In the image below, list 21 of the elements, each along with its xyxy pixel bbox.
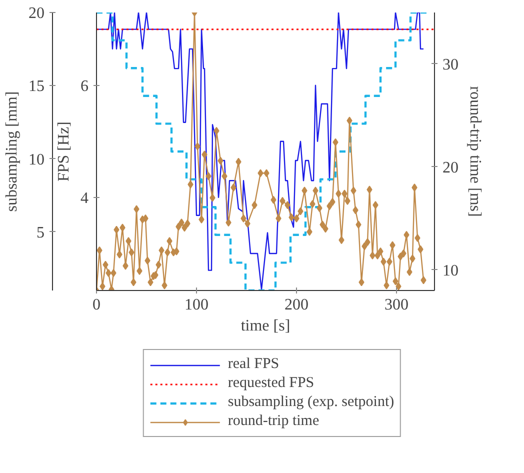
- y2-tick-label: 10: [442, 262, 458, 280]
- y3-tick-label: 15: [28, 78, 44, 96]
- y-tick-label: 4: [80, 190, 88, 207]
- legend-label: real FPS: [228, 356, 280, 373]
- legend-label: requested FPS: [228, 375, 314, 392]
- y2-axis-title: round-trip time [ms]: [466, 86, 484, 217]
- y3-tick-label: 20: [28, 5, 44, 22]
- x-tick-label: 200: [284, 296, 308, 314]
- x-tick-label: 300: [384, 296, 408, 314]
- x-tick-label: 0: [92, 296, 100, 314]
- x-axis-title: time [s]: [240, 318, 290, 334]
- y-axis-title: FPS [Hz]: [56, 121, 72, 182]
- x-tick-label: 100: [184, 296, 208, 314]
- y2-tick-label: 30: [442, 56, 458, 74]
- y3-tick-label: 5: [36, 224, 44, 242]
- legend-label: subsampling (exp. setpoint): [228, 394, 394, 411]
- y-tick-label: 6: [80, 78, 88, 95]
- y3-tick-label: 10: [28, 151, 44, 168]
- legend-label: round-trip time: [228, 413, 320, 430]
- y3-axis-title: subsampling [mm]: [4, 91, 20, 212]
- y2-tick-label: 20: [442, 159, 458, 176]
